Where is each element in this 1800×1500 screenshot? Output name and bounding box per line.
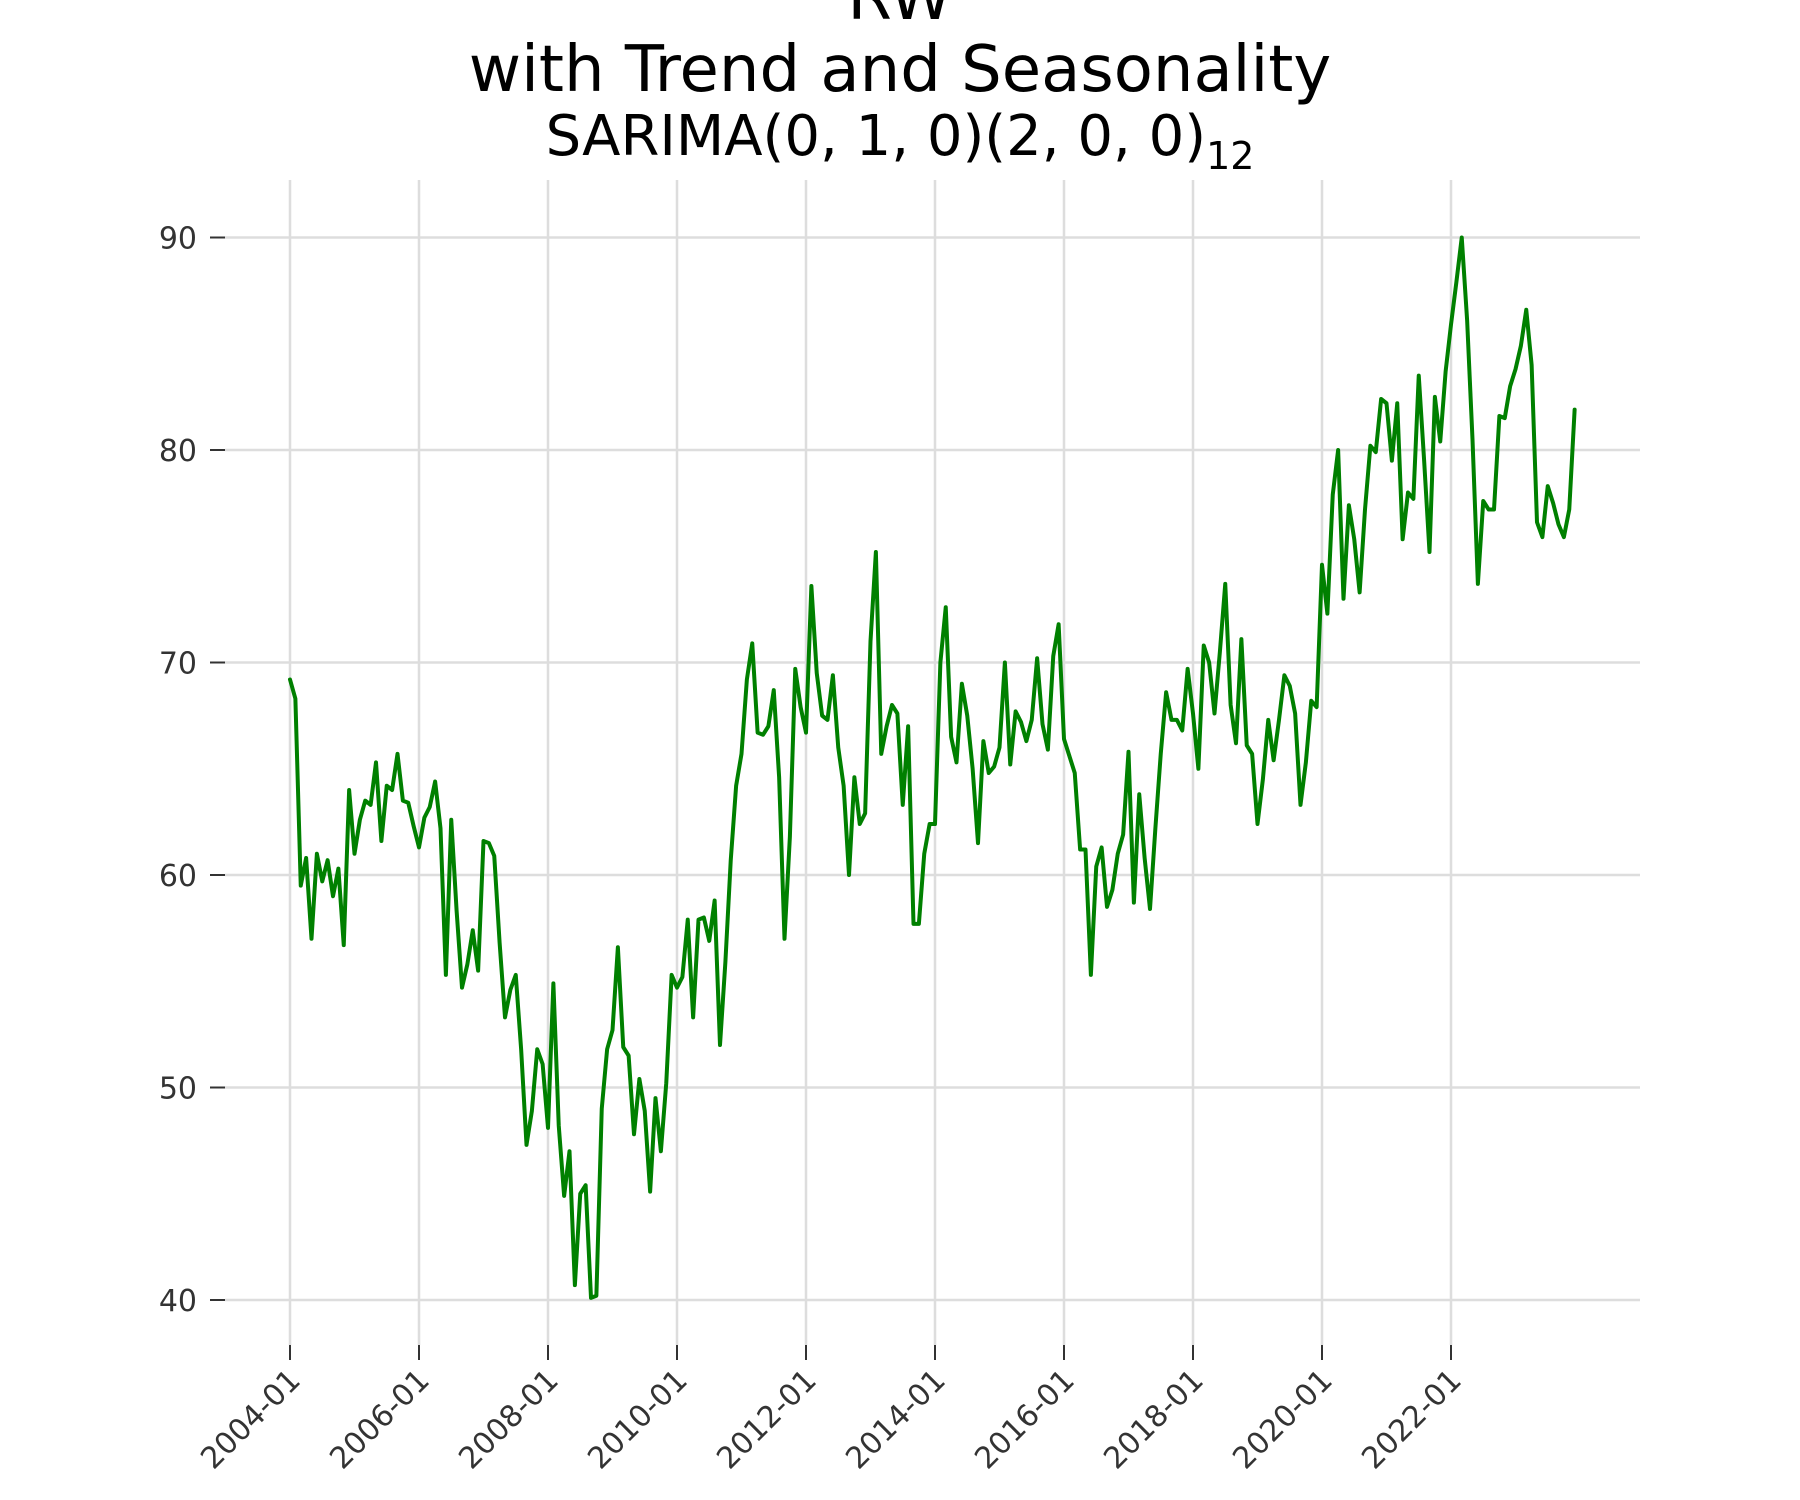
x-tick-label: 2020-01	[1226, 1363, 1339, 1476]
x-tick-label: 2008-01	[452, 1363, 565, 1476]
y-tick-label: 90	[159, 222, 197, 257]
y-tick-label: 40	[159, 1284, 197, 1319]
x-tick-label: 2016-01	[968, 1363, 1081, 1476]
y-tick-label: 50	[159, 1072, 197, 1107]
x-tick-label: 2012-01	[710, 1363, 823, 1476]
series-line	[288, 235, 1577, 1300]
chart-title-line-2: with Trend and Seasonality	[468, 33, 1332, 107]
grid-lines	[225, 180, 1640, 1345]
x-tick-label: 2004-01	[194, 1363, 307, 1476]
chart-subtitle-subscript: 12	[1206, 134, 1255, 178]
chart-subtitle: SARIMA(0, 1, 0)(2, 0, 0)12	[0, 104, 1800, 175]
y-tick-label: 70	[159, 647, 197, 682]
chart-title-line-1: RW	[0, 0, 1800, 36]
y-tick-label: 60	[159, 859, 197, 894]
x-tick-label: 2022-01	[1355, 1363, 1468, 1476]
chart-subtitle-main: SARIMA(0, 1, 0)(2, 0, 0)	[545, 104, 1207, 169]
x-tick-label: 2006-01	[323, 1363, 436, 1476]
x-tick-label: 2010-01	[581, 1363, 694, 1476]
y-tick-label: 80	[159, 434, 197, 469]
series-layer	[288, 235, 1577, 1300]
x-tick-label: 2014-01	[839, 1363, 952, 1476]
x-tick-label: 2018-01	[1097, 1363, 1210, 1476]
